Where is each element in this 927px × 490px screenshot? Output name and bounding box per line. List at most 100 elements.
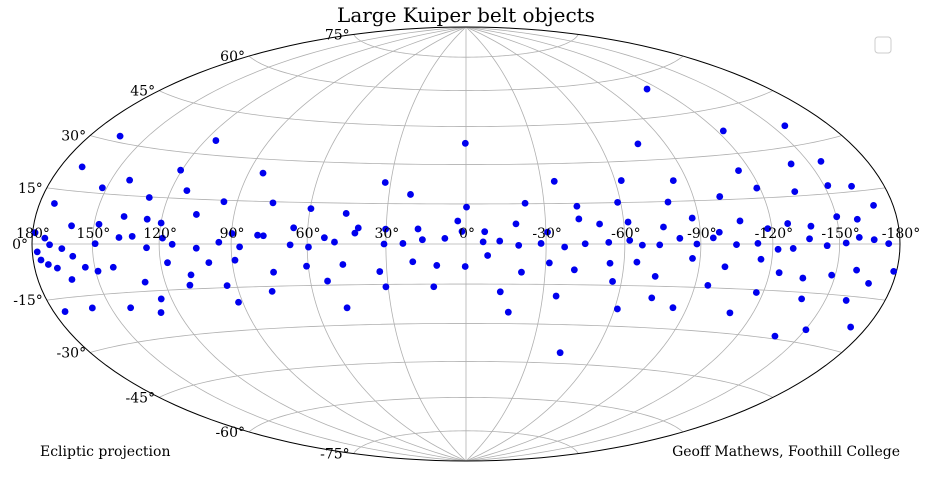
kbo-point [143, 244, 150, 252]
kbo-point [164, 259, 171, 267]
annotation-projection: Ecliptic projection [40, 444, 170, 460]
kbo-point [605, 238, 613, 246]
kbo-point [736, 217, 744, 225]
map-outline [31, 26, 901, 462]
kbo-point [715, 228, 723, 236]
lon-tick-label: 60° [296, 226, 321, 242]
kbo-point [157, 219, 165, 227]
kbo-point [552, 292, 560, 300]
kbo-point [842, 239, 850, 247]
kbo-point [69, 252, 77, 260]
lon-tick-label: -90° [687, 226, 717, 242]
kbo-point [205, 259, 213, 266]
meridian-line [465, 26, 547, 462]
legend-box [874, 36, 892, 54]
kbo-point [609, 278, 616, 285]
kbo-point [235, 298, 242, 306]
kbo-point [537, 240, 545, 247]
kbo-point [719, 127, 727, 135]
lat-tick-label: -60° [215, 425, 245, 441]
kbo-point [95, 220, 103, 228]
lon-tick-label: -180° [882, 226, 920, 242]
kbo-point [561, 243, 569, 251]
kbo-point [33, 248, 41, 256]
kbo-point [633, 258, 641, 266]
kbo-point [215, 238, 223, 246]
lat-tick-label: 30° [61, 129, 86, 145]
kbo-point [220, 198, 228, 206]
kbo-point [521, 199, 529, 207]
kbo-point [115, 234, 123, 241]
kbo-point [842, 297, 850, 304]
kbo-point [848, 182, 855, 190]
kbo-point [192, 244, 200, 252]
kbo-point [441, 234, 449, 242]
lat-tick-label: 75° [325, 27, 350, 43]
kbo-point [496, 288, 504, 296]
kbo-point [669, 177, 677, 184]
kbo-point [484, 252, 492, 259]
kbo-point [342, 210, 350, 217]
kbo-point [44, 261, 52, 268]
kbo-point [774, 245, 782, 253]
kbo-point [98, 184, 106, 192]
kbo-point [286, 241, 294, 249]
kbo-point [660, 223, 667, 231]
kbo-point [270, 268, 277, 276]
meridian-line [158, 26, 467, 462]
kbo-point [223, 282, 231, 289]
kbo-point [771, 332, 779, 340]
kbo-point [721, 263, 729, 271]
lon-tick-label: 30° [374, 226, 399, 242]
kbo-point [254, 231, 261, 239]
lat-tick-label: -45° [126, 390, 156, 406]
kbo-point [515, 241, 523, 249]
kbo-point [688, 214, 696, 222]
kbo-point [870, 236, 878, 244]
kbo-point [120, 213, 128, 220]
kbo-point [512, 220, 520, 228]
kbo-point [596, 220, 603, 228]
kbo-point [46, 241, 53, 249]
kbo-point [61, 308, 69, 315]
kbo-point [177, 166, 185, 174]
kbo-point [716, 193, 724, 200]
lon-tick-label: -150° [821, 226, 859, 242]
kbo-point [168, 240, 176, 248]
meridian-line [230, 26, 467, 462]
kbo-point [183, 187, 191, 194]
kbo-point [128, 232, 136, 240]
kbo-point [320, 234, 328, 242]
kbo-point [853, 266, 860, 274]
kbo-point [109, 263, 117, 271]
kbo-point [481, 228, 489, 236]
kbo-point [634, 140, 642, 148]
kbo-point [461, 139, 469, 147]
kbo-point [581, 240, 589, 248]
kbo-point [479, 238, 487, 246]
kbo-point [419, 236, 426, 244]
kbo-point [787, 160, 795, 168]
kbo-point [798, 295, 806, 303]
meridian-line [465, 26, 702, 462]
kbo-point [31, 229, 39, 237]
kbo-point [409, 258, 417, 266]
kbo-point [454, 217, 462, 225]
lat-tick-label: 0° [12, 237, 28, 253]
kbo-point [752, 289, 760, 296]
kbo-point [228, 230, 236, 237]
kbo-point [186, 281, 194, 289]
kbo-point [303, 262, 310, 270]
kbo-point [145, 194, 153, 201]
kbo-point [824, 182, 832, 189]
kbo-point [127, 304, 135, 312]
kbo-point [141, 278, 149, 286]
lon-tick-label: -30° [532, 226, 562, 242]
kbo-point [754, 239, 762, 247]
kbo-point [757, 255, 765, 263]
kbo-point [833, 213, 841, 221]
kbo-point [573, 202, 581, 210]
kbo-point [91, 240, 99, 248]
kbo-point [648, 294, 656, 302]
kbo-point [382, 225, 390, 233]
